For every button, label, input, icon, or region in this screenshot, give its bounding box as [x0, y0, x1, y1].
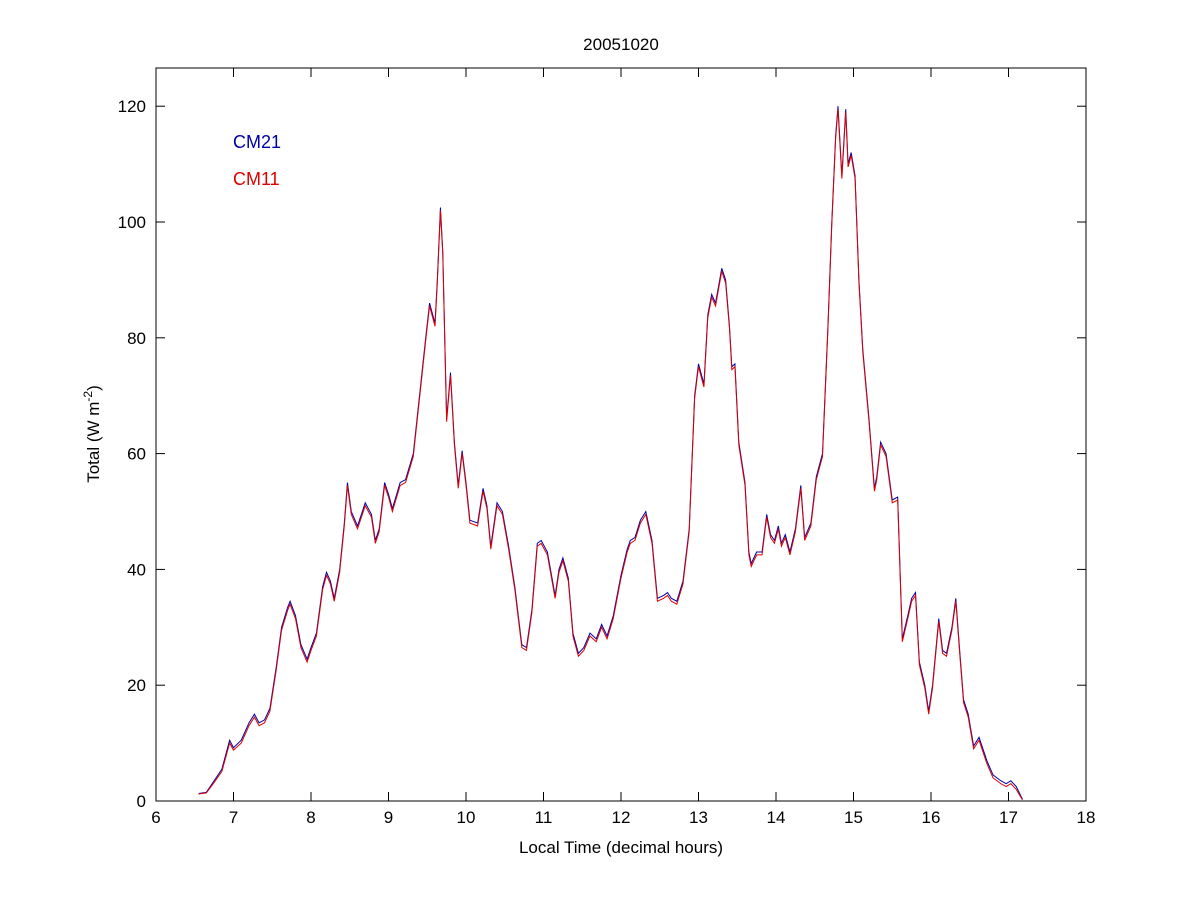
x-tick-label: 8: [306, 808, 315, 827]
legend-entry: CM21: [233, 132, 281, 152]
legend-entry: CM11: [233, 169, 280, 189]
x-tick-label: 16: [922, 808, 941, 827]
x-tick-label: 7: [229, 808, 238, 827]
x-tick-label: 15: [844, 808, 863, 827]
x-tick-label: 6: [151, 808, 160, 827]
y-label-suffix: ): [84, 385, 103, 391]
x-tick-label: 13: [689, 808, 708, 827]
x-tick-label: 9: [384, 808, 393, 827]
x-axis-label: Local Time (decimal hours): [519, 838, 723, 857]
y-tick-label: 20: [127, 676, 146, 695]
plot-area: [155, 67, 1087, 802]
x-tick-label: 12: [612, 808, 631, 827]
y-tick-label: 0: [137, 792, 146, 811]
x-tick-label: 18: [1077, 808, 1096, 827]
y-tick-label: 80: [127, 329, 146, 348]
x-tick-label: 11: [535, 808, 553, 827]
y-tick-label: 40: [127, 560, 146, 579]
series-line: [198, 109, 1023, 801]
y-tick-label: 60: [127, 445, 146, 464]
y-axis-label: Total (W m-2): [81, 385, 103, 483]
y-label-text: Total (W m: [84, 402, 103, 483]
x-tick-label: 14: [767, 808, 786, 827]
y-label-superscript: -2: [81, 391, 95, 402]
x-tick-label: 17: [999, 808, 1018, 827]
x-tick-label: 10: [457, 808, 476, 827]
plot: 6 7 8 9 10 11 12 13 14 15 16 17 18 0 20 40 60 80 100 120 CM2…: [118, 68, 1096, 827]
y-tick-label: 100: [118, 213, 146, 232]
chart-title: 20051020: [583, 35, 659, 54]
y-tick-label: 120: [118, 97, 146, 116]
